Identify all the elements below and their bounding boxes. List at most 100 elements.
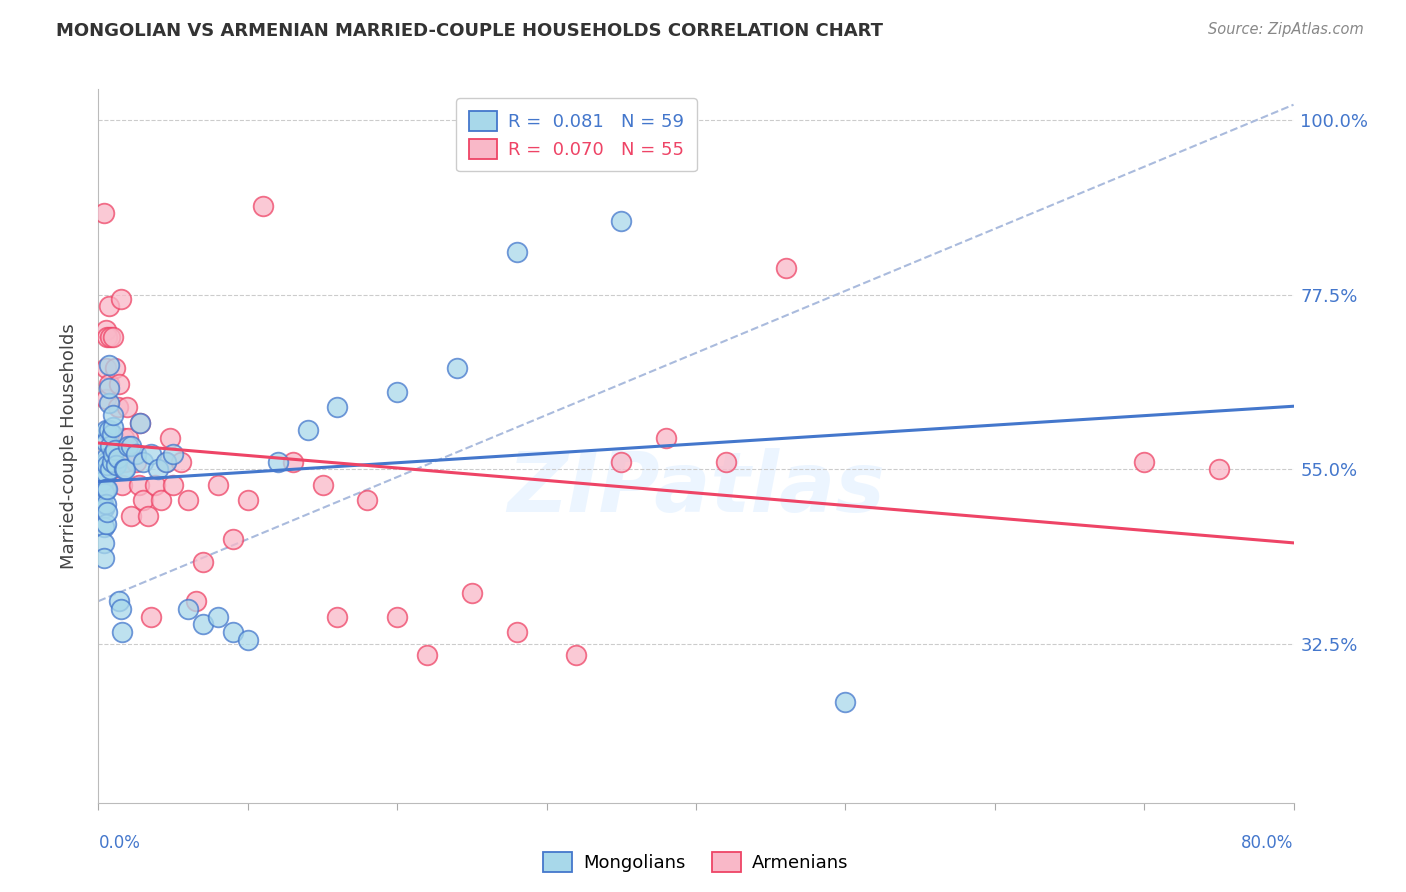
- Point: [107, 450, 129, 465]
- Point: [297, 424, 319, 438]
- Point: [222, 532, 245, 546]
- Point: [129, 416, 152, 430]
- Point: [139, 609, 162, 624]
- Point: [101, 427, 124, 442]
- Point: [236, 493, 259, 508]
- Point: [97, 424, 120, 438]
- Point: [775, 260, 797, 275]
- Point: [94, 424, 117, 438]
- Point: [191, 617, 214, 632]
- Point: [184, 594, 207, 608]
- Point: [191, 555, 214, 569]
- Point: [1133, 454, 1156, 468]
- Point: [714, 454, 737, 468]
- Point: [103, 447, 125, 461]
- Point: [236, 632, 259, 647]
- Point: [111, 625, 134, 640]
- Point: [356, 493, 378, 508]
- Point: [93, 485, 115, 500]
- Point: [96, 458, 118, 473]
- Point: [207, 609, 229, 624]
- Point: [222, 625, 245, 640]
- Point: [128, 477, 150, 491]
- Point: [311, 477, 333, 491]
- Point: [132, 454, 155, 468]
- Point: [120, 508, 142, 523]
- Point: [177, 493, 200, 508]
- Point: [107, 401, 129, 415]
- Point: [101, 454, 124, 468]
- Point: [117, 431, 139, 445]
- Point: [446, 361, 468, 376]
- Point: [96, 482, 118, 496]
- Point: [114, 462, 136, 476]
- Point: [100, 462, 122, 476]
- Point: [110, 602, 132, 616]
- Point: [94, 516, 117, 531]
- Point: [108, 594, 131, 608]
- Point: [385, 609, 409, 624]
- Point: [834, 695, 856, 709]
- Point: [177, 602, 200, 616]
- Point: [91, 497, 114, 511]
- Point: [111, 477, 134, 491]
- Point: [91, 474, 114, 488]
- Point: [120, 439, 142, 453]
- Point: [326, 401, 349, 415]
- Point: [326, 609, 349, 624]
- Point: [110, 292, 132, 306]
- Point: [104, 442, 127, 457]
- Point: [132, 493, 155, 508]
- Point: [103, 419, 125, 434]
- Point: [96, 505, 118, 519]
- Text: ZIPatlas: ZIPatlas: [508, 449, 884, 529]
- Point: [105, 458, 128, 473]
- Point: [93, 206, 115, 220]
- Point: [94, 450, 117, 465]
- Point: [155, 454, 177, 468]
- Point: [94, 392, 117, 407]
- Text: MONGOLIAN VS ARMENIAN MARRIED-COUPLE HOUSEHOLDS CORRELATION CHART: MONGOLIAN VS ARMENIAN MARRIED-COUPLE HOU…: [56, 22, 883, 40]
- Text: Source: ZipAtlas.com: Source: ZipAtlas.com: [1208, 22, 1364, 37]
- Point: [655, 431, 678, 445]
- Point: [103, 408, 125, 422]
- Point: [1208, 462, 1230, 476]
- Point: [506, 245, 529, 260]
- Point: [136, 508, 159, 523]
- Point: [97, 381, 120, 395]
- Point: [150, 493, 173, 508]
- Point: [97, 299, 120, 313]
- Point: [94, 482, 117, 496]
- Point: [139, 447, 162, 461]
- Legend: Mongolians, Armenians: Mongolians, Armenians: [536, 845, 856, 880]
- Point: [97, 376, 120, 391]
- Point: [94, 435, 117, 450]
- Point: [94, 454, 117, 468]
- Point: [97, 396, 120, 410]
- Point: [108, 376, 131, 391]
- Point: [117, 439, 139, 453]
- Point: [252, 198, 274, 212]
- Point: [125, 447, 148, 461]
- Point: [97, 358, 120, 372]
- Point: [105, 454, 128, 468]
- Point: [169, 454, 191, 468]
- Point: [129, 416, 152, 430]
- Point: [143, 477, 166, 491]
- Point: [112, 462, 135, 476]
- Point: [93, 551, 115, 566]
- Point: [103, 330, 125, 344]
- Point: [100, 439, 122, 453]
- Text: 0.0%: 0.0%: [98, 834, 141, 852]
- Point: [281, 454, 304, 468]
- Point: [94, 323, 117, 337]
- Point: [267, 454, 290, 468]
- Point: [565, 648, 588, 663]
- Point: [506, 625, 529, 640]
- Y-axis label: Married-couple Households: Married-couple Households: [59, 323, 77, 569]
- Point: [94, 361, 117, 376]
- Point: [93, 501, 115, 516]
- Point: [148, 462, 170, 476]
- Point: [101, 454, 124, 468]
- Point: [162, 477, 184, 491]
